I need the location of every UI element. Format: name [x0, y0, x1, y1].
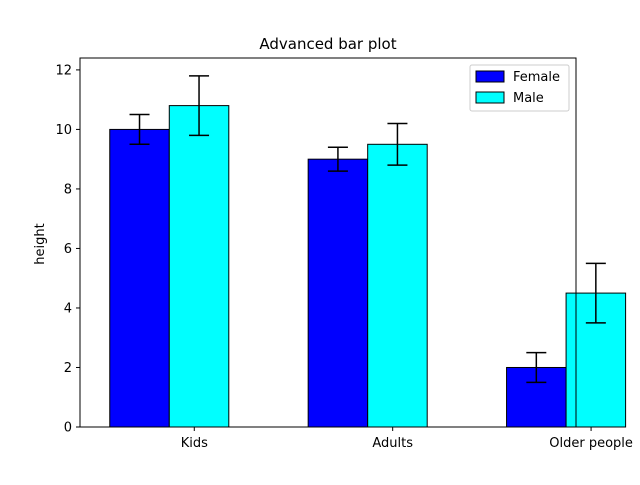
x-tick-label-1: Adults [372, 436, 413, 451]
y-tick-label-2: 4 [64, 301, 72, 316]
x-tick-label-0: Kids [181, 436, 208, 451]
bar-female-0 [109, 128, 170, 428]
legend: Female Male [469, 64, 570, 112]
bar-male-0 [168, 105, 230, 428]
legend-swatch-male [475, 91, 505, 104]
bar-male-1 [367, 143, 428, 428]
plot-frame [79, 57, 577, 428]
y-tick-label-5: 10 [55, 123, 72, 138]
legend-swatch-female [475, 70, 505, 83]
error-bars-layer [129, 75, 606, 384]
y-tick-label-3: 6 [64, 242, 72, 257]
y-tick-label-4: 8 [64, 182, 72, 197]
y-tick-label-1: 2 [64, 361, 72, 376]
bars-layer [109, 105, 627, 428]
y-tick-label-0: 0 [64, 421, 72, 436]
y-tick-label-6: 12 [55, 63, 72, 78]
x-tick-label-2: Older people [549, 436, 633, 451]
axes-layer: 0 2 4 6 8 10 12 Kids Adults Older people [55, 57, 633, 451]
legend-label-male: Male [513, 91, 544, 106]
y-axis-title: height [33, 223, 48, 264]
legend-label-female: Female [513, 70, 560, 85]
bar-female-1 [307, 158, 369, 428]
chart-title: Advanced bar plot [259, 35, 396, 53]
